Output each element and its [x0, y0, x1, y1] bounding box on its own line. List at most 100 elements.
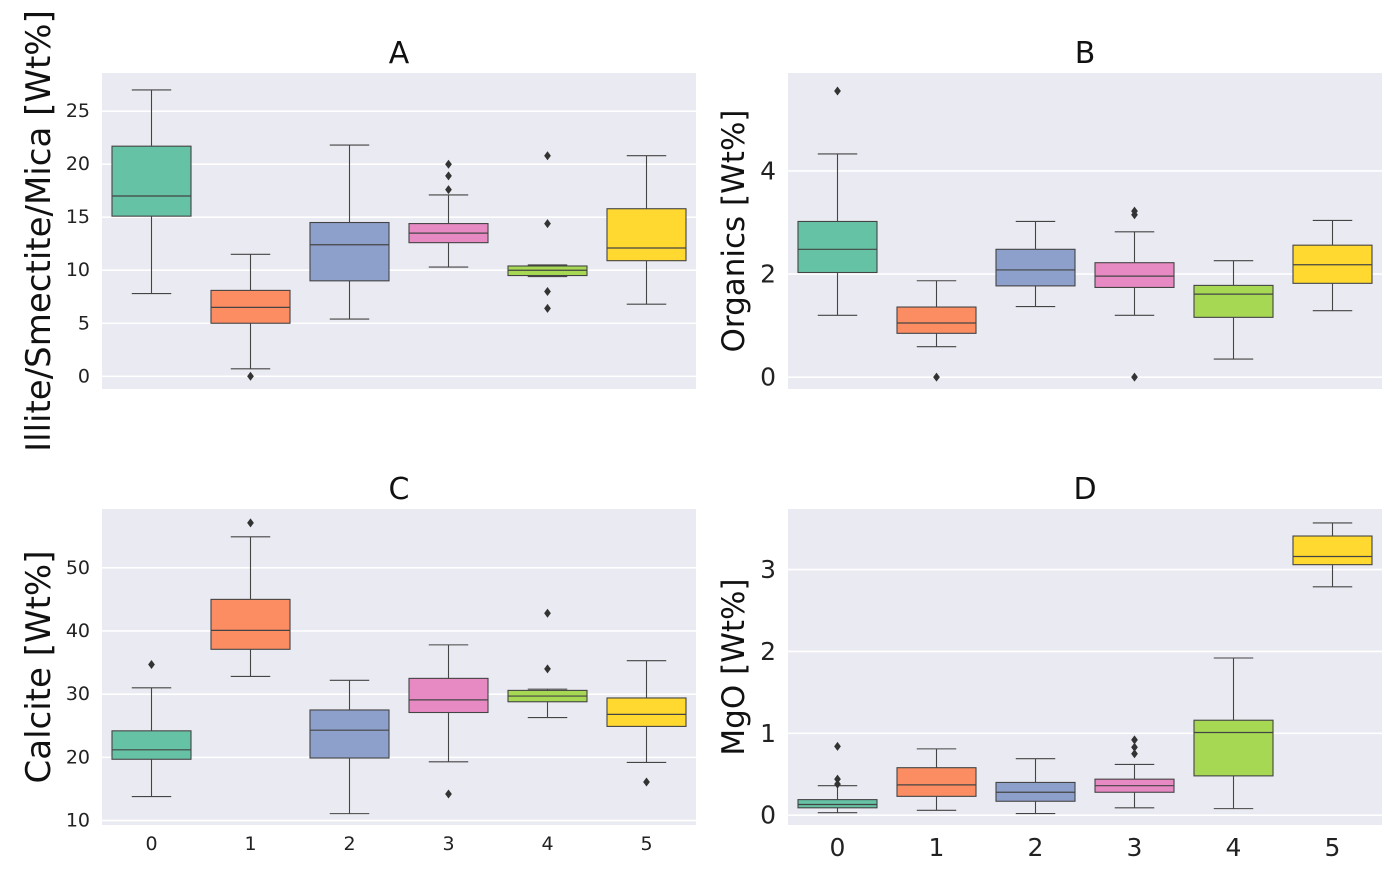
outlier-point [1131, 735, 1138, 745]
box-body [408, 677, 489, 714]
outlier-point [834, 774, 841, 784]
box-body [111, 730, 192, 760]
x-tick-label: 3 [1127, 833, 1143, 862]
box-2 [309, 144, 390, 320]
box-body [309, 709, 390, 759]
y-axis-label: Illite/Smectite/Mica [Wt%] [19, 10, 59, 452]
outlier-point [544, 219, 551, 229]
box-body [797, 799, 878, 809]
box-body [210, 598, 291, 650]
box-body [1292, 535, 1373, 566]
box-4 [507, 151, 588, 313]
y-tick-label: 20 [66, 153, 90, 175]
outlier-point [933, 372, 940, 382]
outlier-point [544, 664, 551, 674]
outlier-point [247, 518, 254, 528]
outlier-point [445, 185, 452, 195]
box-body [1094, 262, 1175, 288]
y-axis-label: Organics [Wt%] [716, 109, 752, 352]
panel-title: B [1075, 36, 1096, 71]
panel-title: A [389, 36, 410, 71]
y-axis-label: MgO [Wt%] [716, 578, 752, 755]
box-3 [408, 159, 489, 268]
y-tick-label: 10 [66, 810, 90, 832]
x-tick-label: 1 [244, 833, 256, 855]
y-tick-label: 5 [78, 312, 90, 334]
box-0 [797, 741, 878, 814]
box-body [896, 767, 977, 797]
panel-c: 10 20 30 40 50 0 1 2 3 4 5 C Calcite [Wt%] [19, 472, 696, 855]
y-tick-label: 0 [78, 365, 90, 387]
y-tick-label: 2 [760, 637, 776, 666]
box-0 [111, 659, 192, 798]
box-5 [606, 155, 687, 305]
y-tick-label: 1 [760, 719, 776, 748]
y-tick-label: 4 [760, 156, 776, 185]
x-tick-label: 4 [1226, 833, 1242, 862]
y-tick-label: 40 [66, 620, 90, 642]
outlier-point [544, 608, 551, 618]
box-body [995, 248, 1076, 287]
y-tick-label: 0 [760, 363, 776, 392]
x-tick-label: 0 [830, 833, 846, 862]
plot-area [102, 509, 696, 825]
box-5 [606, 660, 687, 787]
box-0 [111, 89, 192, 295]
box-3 [1094, 206, 1175, 382]
box-body [606, 208, 687, 262]
box-1 [896, 280, 977, 382]
panel-title: D [1073, 472, 1096, 507]
outlier-point [1131, 372, 1138, 382]
x-tick-label: 2 [343, 833, 355, 855]
outlier-point [834, 86, 841, 96]
box-3 [1094, 735, 1175, 809]
x-tick-label: 5 [640, 833, 652, 855]
outlier-point [834, 779, 841, 789]
box-2 [995, 758, 1076, 815]
y-tick-label: 0 [760, 801, 776, 830]
x-tick-label: 2 [1028, 833, 1044, 862]
y-tick-label: 2 [760, 260, 776, 289]
outlier-point [544, 286, 551, 296]
outlier-point [1131, 206, 1138, 216]
y-tick-label: 25 [66, 100, 90, 122]
outlier-point [544, 151, 551, 161]
plot-area [788, 509, 1382, 825]
panel-b: 0 2 4 B Organics [Wt%] [716, 36, 1382, 392]
x-tick-label: 0 [145, 833, 157, 855]
outlier-point [1131, 742, 1138, 752]
box-4 [507, 608, 588, 719]
panel-title: C [389, 472, 410, 507]
outlier-point [445, 789, 452, 799]
box-1 [210, 253, 291, 381]
box-body [797, 220, 878, 274]
box-body [896, 306, 977, 334]
plot-area [788, 73, 1382, 389]
x-tick-label: 4 [541, 833, 553, 855]
x-tick-label: 3 [442, 833, 454, 855]
y-tick-label: 15 [66, 206, 90, 228]
box-2 [995, 220, 1076, 308]
box-body [1193, 284, 1274, 318]
box-body [606, 697, 687, 727]
panel-a: 0 5 10 15 20 25 A Illite/Smectite/Mica [Wt%] [19, 10, 696, 452]
outlier-point [247, 371, 254, 381]
plot-area [102, 73, 696, 389]
outlier-point [1131, 749, 1138, 759]
y-tick-label: 20 [66, 746, 90, 768]
box-1 [210, 518, 291, 678]
box-4 [1193, 260, 1274, 360]
panel-d: 0 1 2 3 0 1 2 3 4 5 D MgO [Wt%] [716, 472, 1382, 862]
box-body [309, 221, 390, 282]
y-tick-label: 50 [66, 557, 90, 579]
y-tick-label: 30 [66, 683, 90, 705]
outlier-point [148, 659, 155, 669]
outlier-point [643, 777, 650, 787]
box-body [111, 145, 192, 217]
box-1 [896, 748, 977, 811]
box-0 [797, 86, 878, 316]
box-2 [309, 679, 390, 815]
outlier-point [834, 741, 841, 751]
y-tick-label: 3 [760, 555, 776, 584]
